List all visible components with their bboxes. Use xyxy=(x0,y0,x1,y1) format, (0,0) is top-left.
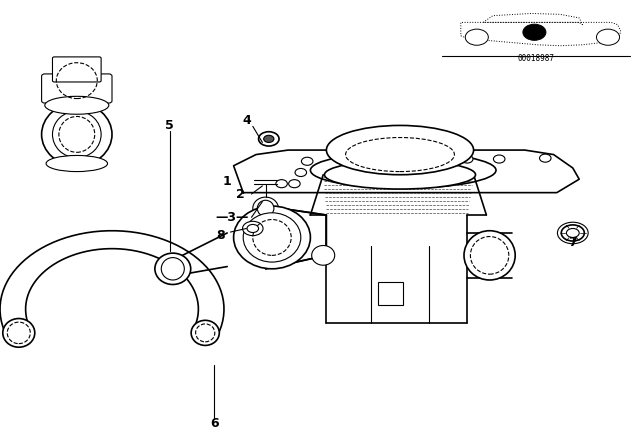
Circle shape xyxy=(259,132,279,146)
Circle shape xyxy=(523,24,546,40)
Text: 00018987: 00018987 xyxy=(518,54,555,63)
Circle shape xyxy=(301,157,313,165)
Circle shape xyxy=(465,29,488,45)
Ellipse shape xyxy=(324,160,476,189)
Polygon shape xyxy=(0,231,224,336)
Circle shape xyxy=(243,221,263,236)
Circle shape xyxy=(264,135,274,142)
Polygon shape xyxy=(234,150,579,193)
Circle shape xyxy=(566,228,579,237)
Text: 2: 2 xyxy=(236,188,244,202)
Ellipse shape xyxy=(326,125,474,175)
Circle shape xyxy=(561,225,584,241)
Circle shape xyxy=(276,180,287,188)
Circle shape xyxy=(295,168,307,177)
Ellipse shape xyxy=(312,246,335,265)
Ellipse shape xyxy=(52,111,101,158)
Ellipse shape xyxy=(257,200,274,216)
Text: 6: 6 xyxy=(210,417,219,430)
FancyBboxPatch shape xyxy=(52,57,101,82)
Circle shape xyxy=(289,180,300,188)
Ellipse shape xyxy=(243,213,301,262)
Ellipse shape xyxy=(191,320,220,345)
Ellipse shape xyxy=(3,319,35,347)
Circle shape xyxy=(461,155,473,163)
Ellipse shape xyxy=(161,258,184,280)
Polygon shape xyxy=(483,13,582,25)
Text: 5: 5 xyxy=(165,119,174,132)
Bar xyxy=(378,282,403,305)
Circle shape xyxy=(540,154,551,162)
Text: 1: 1 xyxy=(223,175,232,188)
Circle shape xyxy=(493,155,505,163)
Circle shape xyxy=(247,224,259,233)
Circle shape xyxy=(596,29,620,45)
Text: 4: 4 xyxy=(242,114,251,128)
Ellipse shape xyxy=(234,206,310,269)
Polygon shape xyxy=(266,206,326,269)
Text: 8: 8 xyxy=(216,228,225,242)
FancyBboxPatch shape xyxy=(42,74,112,103)
Ellipse shape xyxy=(42,103,112,166)
Text: 7: 7 xyxy=(568,236,577,250)
Ellipse shape xyxy=(155,253,191,284)
Ellipse shape xyxy=(45,96,109,114)
Text: —3—: —3— xyxy=(216,211,249,224)
Ellipse shape xyxy=(253,197,278,220)
Ellipse shape xyxy=(310,152,496,188)
Ellipse shape xyxy=(464,231,515,280)
Ellipse shape xyxy=(46,155,108,172)
